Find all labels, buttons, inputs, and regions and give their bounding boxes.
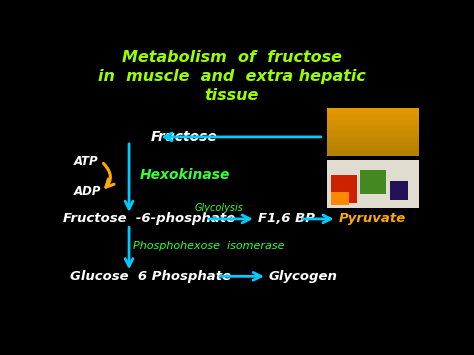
- Bar: [328, 147, 419, 149]
- Bar: [328, 144, 419, 147]
- Bar: [328, 127, 419, 130]
- Text: Fructose  -6-phosphate: Fructose -6-phosphate: [63, 212, 235, 225]
- Bar: [360, 170, 386, 194]
- Bar: [328, 132, 419, 135]
- Bar: [328, 160, 419, 208]
- Text: in  muscle  and  extra hepatic: in muscle and extra hepatic: [98, 69, 366, 84]
- Bar: [328, 151, 419, 154]
- Bar: [328, 125, 419, 127]
- Text: F1,6 BP: F1,6 BP: [258, 212, 315, 225]
- Bar: [390, 181, 408, 200]
- Bar: [328, 108, 419, 156]
- Bar: [331, 175, 357, 202]
- Bar: [328, 108, 419, 111]
- Bar: [328, 142, 419, 144]
- Text: Pyruvate: Pyruvate: [338, 212, 406, 225]
- Text: Phosphohexose  isomerase: Phosphohexose isomerase: [133, 241, 284, 251]
- Bar: [328, 120, 419, 122]
- Bar: [328, 122, 419, 125]
- Bar: [328, 154, 419, 156]
- Bar: [328, 137, 419, 139]
- Text: Glycogen: Glycogen: [269, 270, 337, 283]
- Bar: [331, 192, 349, 205]
- Text: ATP: ATP: [74, 155, 99, 168]
- Bar: [328, 139, 419, 142]
- Bar: [328, 118, 419, 120]
- Text: ADP: ADP: [74, 185, 101, 198]
- Text: Metabolism  of  fructose: Metabolism of fructose: [122, 50, 342, 65]
- Bar: [328, 135, 419, 137]
- Text: Fructose: Fructose: [151, 130, 218, 144]
- Text: Glucose  6 Phosphate: Glucose 6 Phosphate: [70, 270, 231, 283]
- Bar: [328, 149, 419, 151]
- Text: tissue: tissue: [205, 88, 259, 103]
- Bar: [328, 160, 419, 208]
- Bar: [328, 115, 419, 118]
- Text: Glycolysis: Glycolysis: [195, 203, 244, 213]
- Bar: [328, 113, 419, 115]
- Text: Hexokinase: Hexokinase: [140, 168, 230, 182]
- Bar: [328, 111, 419, 113]
- Bar: [328, 130, 419, 132]
